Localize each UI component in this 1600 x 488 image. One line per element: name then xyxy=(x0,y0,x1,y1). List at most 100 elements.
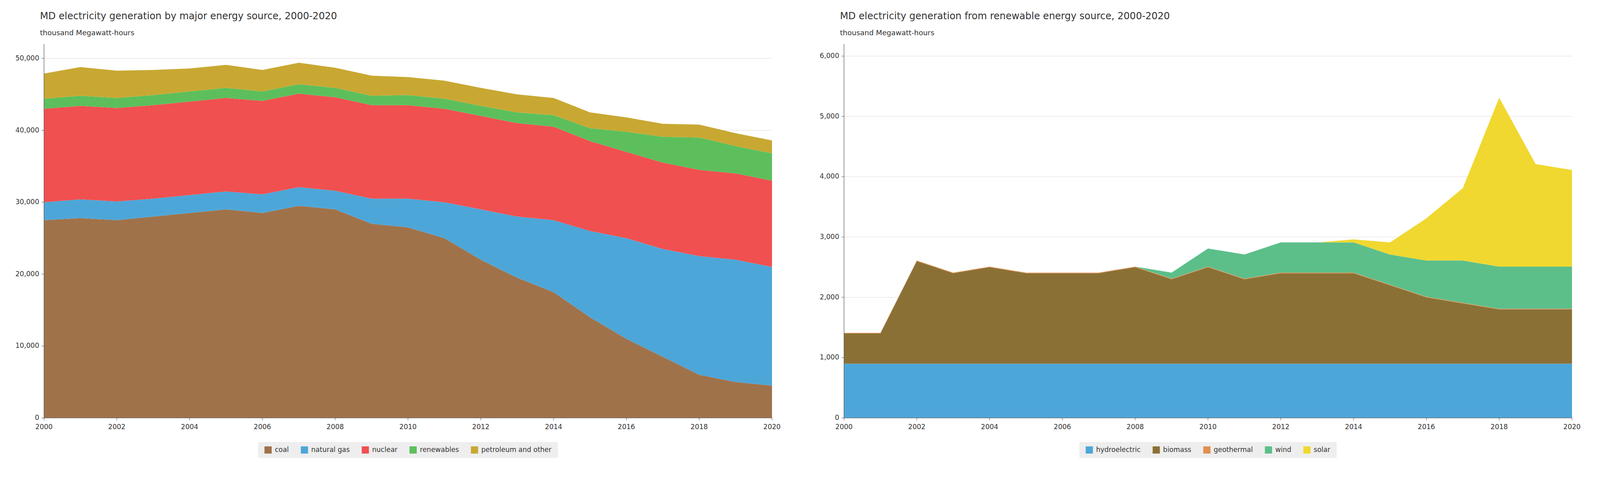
x-tick xyxy=(189,417,190,420)
y-tick-label: 3,000 xyxy=(819,232,840,241)
legend-swatch xyxy=(361,446,369,454)
x-tick-label: 2016 xyxy=(617,422,635,431)
legend-label: biomass xyxy=(1163,445,1192,454)
legend-swatch xyxy=(409,446,417,454)
y-tick-label: 6,000 xyxy=(819,51,840,60)
legend: hydroelectric biomass geothermal wind solar xyxy=(1079,441,1337,458)
y-axis-line xyxy=(843,44,844,418)
x-tick-label: 2018 xyxy=(1490,422,1508,431)
y-tick xyxy=(41,58,44,59)
x-tick xyxy=(626,417,627,420)
stacked-area xyxy=(44,93,772,267)
x-tick xyxy=(989,417,990,420)
x-tick xyxy=(1353,417,1354,420)
y-tick xyxy=(841,56,844,57)
y-tick-label: 1,000 xyxy=(819,352,840,361)
stacked-area xyxy=(844,363,1572,418)
x-tick xyxy=(844,417,845,420)
x-tick-label: 2000 xyxy=(35,422,53,431)
legend-label: nuclear xyxy=(372,445,398,454)
x-tick xyxy=(1280,417,1282,420)
legend-swatch xyxy=(470,446,478,454)
y-tick-label: 0 xyxy=(34,413,40,422)
y-tick-label: 30,000 xyxy=(15,197,40,206)
x-tick xyxy=(116,417,118,420)
x-tick-label: 2006 xyxy=(253,422,271,431)
x-tick xyxy=(44,417,45,420)
legend-label: coal xyxy=(274,445,289,454)
x-tick-label: 2018 xyxy=(690,422,708,431)
chart-canvas: MD electricity generation by major energ… xyxy=(0,0,1600,488)
x-tick-label: 2014 xyxy=(1344,422,1362,431)
chart-panel: MD electricity generation by major energ… xyxy=(15,10,781,458)
x-tick-label: 2008 xyxy=(326,422,344,431)
x-tick-label: 2020 xyxy=(763,422,781,431)
y-tick-label: 50,000 xyxy=(15,54,40,62)
page-body: {"chart_data": [ {"type": "area", "stack… xyxy=(0,0,1600,488)
y-tick xyxy=(41,273,44,274)
x-tick xyxy=(772,417,773,420)
y-axis-line xyxy=(43,44,44,418)
x-tick xyxy=(335,417,336,420)
y-tick-label: 2,000 xyxy=(819,292,840,301)
stacked-area xyxy=(44,62,772,154)
x-tick xyxy=(1572,417,1573,420)
y-tick xyxy=(41,417,44,418)
grid-line xyxy=(44,58,772,59)
y-tick xyxy=(841,296,844,298)
y-tick-label: 10,000 xyxy=(15,341,40,350)
x-tick-label: 2012 xyxy=(472,422,490,431)
legend-label: hydroelectric xyxy=(1096,445,1141,454)
x-tick xyxy=(480,417,482,420)
x-tick xyxy=(553,417,554,420)
x-tick xyxy=(408,417,409,420)
x-tick-label: 2006 xyxy=(1053,422,1071,431)
y-tick-label: 0 xyxy=(834,413,840,422)
x-tick xyxy=(916,417,918,420)
grid-line xyxy=(844,176,1572,177)
legend-swatch xyxy=(264,446,272,454)
legend-background xyxy=(258,441,558,458)
x-tick-label: 2004 xyxy=(180,422,198,431)
legend-background xyxy=(1079,441,1337,458)
y-tick xyxy=(841,176,844,177)
x-tick-label: 2020 xyxy=(1563,422,1581,431)
y-tick-label: 40,000 xyxy=(15,126,40,134)
legend-label: petroleum and other xyxy=(481,445,552,454)
area-group xyxy=(44,62,772,418)
y-tick xyxy=(841,417,844,418)
x-tick-label: 2016 xyxy=(1417,422,1435,431)
legend-label: geothermal xyxy=(1213,445,1253,454)
y-tick-label: 4,000 xyxy=(819,172,840,180)
y-axis-label: thousand Megawatt-hours xyxy=(40,28,135,37)
legend-label: natural gas xyxy=(311,445,350,454)
legend-swatch xyxy=(1203,446,1211,454)
legend-swatch xyxy=(1303,446,1311,454)
y-tick-label: 20,000 xyxy=(15,269,40,278)
x-tick-label: 2010 xyxy=(1199,422,1217,431)
x-tick-label: 2002 xyxy=(108,422,126,431)
grid-line xyxy=(844,56,1572,57)
legend-swatch xyxy=(300,446,308,454)
x-tick xyxy=(1208,417,1209,420)
y-axis-label: thousand Megawatt-hours xyxy=(840,28,935,37)
y-tick xyxy=(841,236,844,238)
chart-title: MD electricity generation by major energ… xyxy=(40,10,337,22)
x-tick-label: 2004 xyxy=(980,422,998,431)
x-tick xyxy=(1499,417,1500,420)
x-tick-label: 2012 xyxy=(1272,422,1290,431)
legend-label: solar xyxy=(1313,445,1330,454)
legend-label: wind xyxy=(1275,445,1292,454)
y-tick xyxy=(841,116,844,117)
background xyxy=(0,0,1600,488)
legend-swatch xyxy=(1264,446,1272,454)
x-tick-label: 2008 xyxy=(1126,422,1144,431)
x-tick xyxy=(699,417,700,420)
x-tick xyxy=(1426,417,1427,420)
grid-line xyxy=(844,116,1572,117)
y-tick xyxy=(41,130,44,131)
chart-panel: MD electricity generation from renewable… xyxy=(819,10,1581,458)
legend-swatch xyxy=(1085,446,1093,454)
x-tick-label: 2014 xyxy=(544,422,562,431)
x-tick xyxy=(262,417,263,420)
